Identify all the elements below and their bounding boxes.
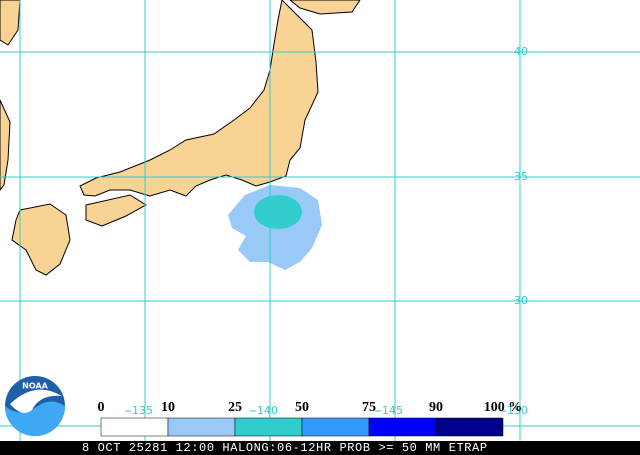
korea — [0, 99, 11, 191]
legend-label: 0 — [98, 400, 105, 415]
legend-swatch — [435, 417, 504, 437]
prob-25 — [254, 195, 302, 229]
lon-label: 140 — [257, 404, 278, 417]
legend-label: 50 — [295, 400, 309, 415]
lon-label: 150 — [507, 404, 528, 417]
lat-label: 35 — [514, 170, 528, 183]
lon-label: 135 — [132, 404, 153, 417]
legend-label: 10 — [161, 400, 175, 415]
mainland — [0, 0, 21, 46]
footer-text: 8 OCT 25281 12:00 HALONG:06-12HR PROB >=… — [82, 441, 488, 455]
legend-swatch — [100, 417, 169, 437]
shikoku — [85, 194, 147, 227]
legend-swatch — [234, 417, 303, 437]
legend: 0 10 25 50 75 90 100 % — [98, 400, 523, 437]
legend-label: 75 — [362, 400, 376, 415]
footer-bar — [0, 441, 640, 455]
land — [0, 0, 361, 276]
legend-swatch — [301, 417, 370, 437]
logo-wave — [5, 401, 65, 436]
grid-labels: 40 35 30 135 140 145 150 — [125, 45, 528, 417]
lat-label: 30 — [514, 294, 528, 307]
lon-label: 145 — [382, 404, 403, 417]
legend-swatch — [368, 417, 437, 437]
legend-label: 90 — [429, 400, 443, 415]
honshu — [79, 0, 319, 197]
legend-label: 100 % — [484, 400, 523, 415]
logo-gull — [10, 389, 62, 413]
rain-probability — [228, 185, 322, 270]
legend-swatch — [167, 417, 236, 437]
logo-text: NOAA — [22, 382, 48, 391]
lat-label: 40 — [514, 45, 528, 58]
hokkaido — [289, 0, 361, 15]
legend-label: 25 — [228, 400, 242, 415]
noaa-logo: NOAA — [5, 376, 65, 436]
kyushu — [11, 203, 71, 276]
